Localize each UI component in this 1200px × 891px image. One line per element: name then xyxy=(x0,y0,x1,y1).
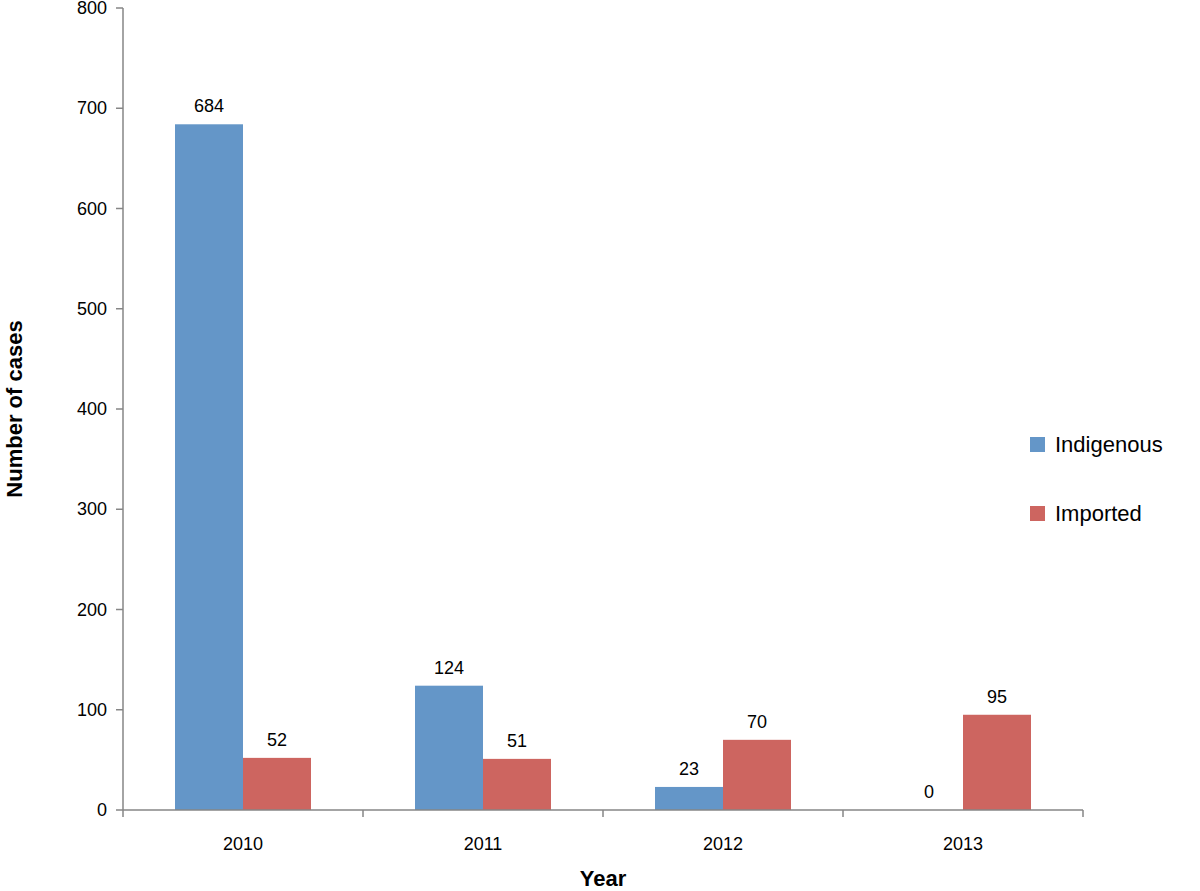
y-tick-label: 400 xyxy=(77,399,107,419)
y-tick-label: 200 xyxy=(77,600,107,620)
y-tick-label: 600 xyxy=(77,199,107,219)
y-tick xyxy=(116,809,123,811)
y-tick-label: 100 xyxy=(77,700,107,720)
y-tick xyxy=(116,208,123,210)
x-tick xyxy=(122,810,124,817)
legend: Indigenous Imported xyxy=(1030,432,1163,526)
legend-swatch xyxy=(1030,506,1045,521)
legend-label: Imported xyxy=(1055,501,1142,526)
data-label: 124 xyxy=(434,658,464,678)
data-label: 23 xyxy=(679,759,699,779)
y-tick-label: 800 xyxy=(77,0,107,18)
bars xyxy=(175,124,1031,810)
y-tick xyxy=(116,609,123,611)
chart-container: 684 124 23 0 52 51 70 95 0 100 200 300 400 500 600 700 8… xyxy=(0,0,1200,891)
y-tick-label: 0 xyxy=(97,800,107,820)
bar xyxy=(243,758,311,810)
bar xyxy=(175,124,243,810)
x-tick-label: 2011 xyxy=(464,834,503,854)
bar xyxy=(415,686,483,810)
x-tick-label: 2013 xyxy=(943,834,983,854)
y-tick xyxy=(116,7,123,9)
bar xyxy=(963,715,1031,810)
data-label: 51 xyxy=(507,731,527,751)
bar xyxy=(483,759,551,810)
data-label: 95 xyxy=(987,687,1007,707)
data-label: 684 xyxy=(194,96,224,116)
x-tick-label: 2010 xyxy=(223,834,263,854)
data-label: 52 xyxy=(267,730,287,750)
y-tick-label: 300 xyxy=(77,499,107,519)
y-tick xyxy=(116,108,123,110)
y-axis-title: Number of cases xyxy=(2,320,27,497)
chart-svg: 684 124 23 0 52 51 70 95 0 100 200 300 400 500 600 700 8… xyxy=(0,0,1200,891)
bar xyxy=(723,740,791,810)
y-tick xyxy=(116,408,123,410)
x-tick xyxy=(362,810,364,817)
y-tick-label: 500 xyxy=(77,299,107,319)
data-label: 70 xyxy=(747,712,767,732)
legend-label: Indigenous xyxy=(1055,432,1163,457)
y-tick xyxy=(116,308,123,310)
x-tick xyxy=(842,810,844,817)
y-tick-label: 700 xyxy=(77,98,107,118)
y-tick xyxy=(116,509,123,511)
legend-swatch xyxy=(1030,437,1045,452)
x-tick xyxy=(602,810,604,817)
x-tick-label: 2012 xyxy=(703,834,743,854)
bar xyxy=(655,787,723,810)
x-tick xyxy=(1082,810,1084,817)
data-label: 0 xyxy=(924,782,934,802)
y-tick xyxy=(116,709,123,711)
x-axis-title: Year xyxy=(580,866,627,891)
